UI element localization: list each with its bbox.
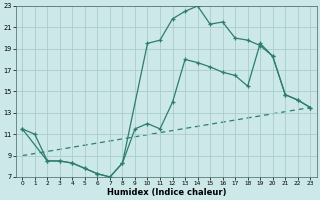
- X-axis label: Humidex (Indice chaleur): Humidex (Indice chaleur): [107, 188, 226, 197]
